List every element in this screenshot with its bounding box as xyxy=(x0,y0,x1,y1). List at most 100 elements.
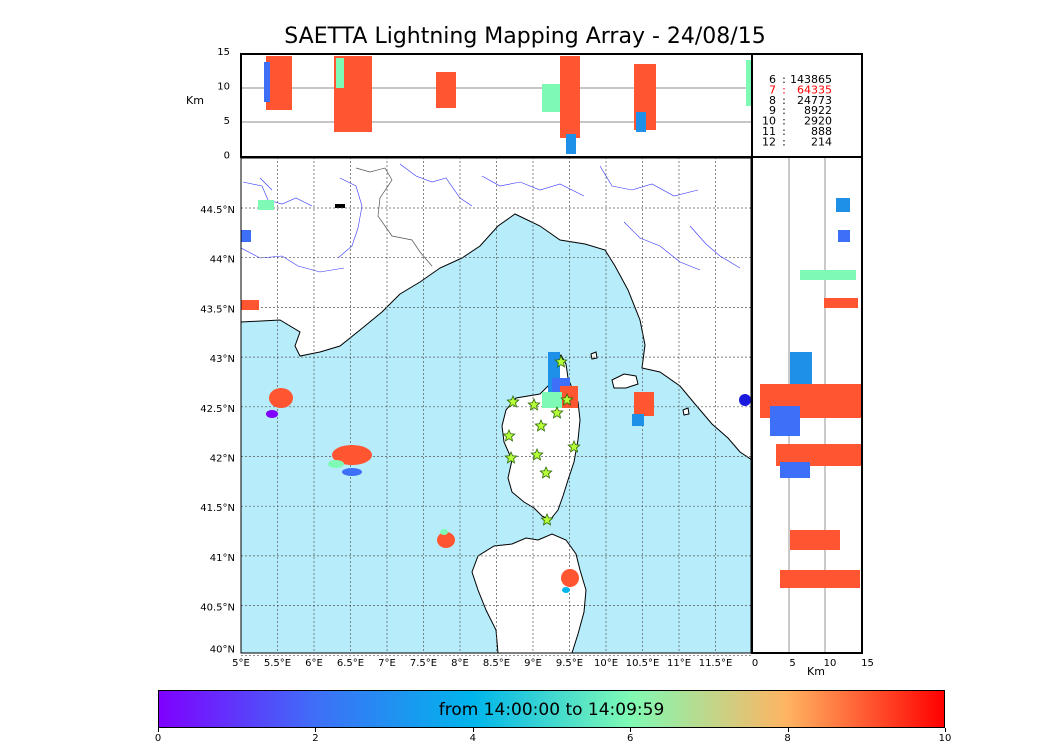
altitude-clusters xyxy=(264,56,752,154)
time-colorbar xyxy=(158,690,945,728)
altitude-tick-label: 15 xyxy=(217,47,230,58)
station-number: 6 xyxy=(769,73,776,86)
altitude-tick-label: 10 xyxy=(217,82,230,93)
colorbar-tick-label: 10 xyxy=(938,733,952,744)
chart-title: SAETTA Lightning Mapping Array - 24/08/1… xyxy=(284,24,766,49)
source-count: 64335 xyxy=(797,83,832,96)
side-tick-label: 10 xyxy=(824,658,837,669)
legend-separator: : xyxy=(782,115,786,128)
side-tick-label: 0 xyxy=(752,658,758,669)
lat-tick-label: 41°N xyxy=(210,553,235,564)
lon-tick-label: 8.5°E xyxy=(483,658,510,669)
source-count: 2920 xyxy=(804,115,832,128)
side-axis-label: Km xyxy=(807,665,825,678)
station-star-icon xyxy=(504,450,518,464)
altitude-latitude-panel xyxy=(751,156,863,654)
colorbar-tick-label: 0 xyxy=(154,733,162,744)
elba-island xyxy=(611,373,639,389)
cluster-elba-east xyxy=(632,392,654,426)
source-count: 143865 xyxy=(790,73,832,86)
lat-tick-label: 44.5°N xyxy=(200,205,235,216)
station-number: 11 xyxy=(762,125,776,138)
sardinia-island xyxy=(471,533,587,653)
colorbar-tick-mark xyxy=(315,728,317,732)
colorbar-tick-mark xyxy=(945,728,946,732)
source-count: 24773 xyxy=(797,94,832,107)
station-star-icon xyxy=(567,439,581,453)
lon-tick-label: 6°E xyxy=(305,658,323,669)
lon-tick-label: 7.5°E xyxy=(410,658,437,669)
lat-tick-label: 43°N xyxy=(210,354,235,365)
lat-tick-label: 41.5°N xyxy=(200,503,235,514)
station-star-icon xyxy=(506,394,520,408)
lon-tick-label: 11°E xyxy=(667,658,691,669)
legend-separator: : xyxy=(782,125,786,138)
altitude-tick-label: 5 xyxy=(224,116,230,127)
map-panel xyxy=(240,54,862,656)
cluster-west xyxy=(266,388,293,418)
altitude-tick-label: 0 xyxy=(224,151,230,162)
station-number: 12 xyxy=(762,135,776,148)
side-tick-label: 15 xyxy=(861,658,874,669)
cluster-south-west xyxy=(437,529,455,548)
side-tick-label: 5 xyxy=(789,658,795,669)
cluster-far-west xyxy=(241,200,274,310)
source-count: 888 xyxy=(811,125,832,138)
lake-mark xyxy=(335,204,345,208)
lma-stations xyxy=(502,354,581,526)
lat-tick-label: 40.5°N xyxy=(200,603,235,614)
station-star-icon xyxy=(527,397,541,411)
station-star-icon xyxy=(554,354,568,368)
altitude-longitude-panel xyxy=(240,53,753,158)
colorbar-tick-mark xyxy=(472,728,474,732)
altitude-axis-label: Km xyxy=(186,94,204,107)
lat-tick-label: 44°N xyxy=(210,255,235,266)
cluster-central-west xyxy=(328,445,372,476)
cluster-sardinia-east xyxy=(561,569,579,593)
colorbar-tick-label: 4 xyxy=(469,733,476,744)
lightning-clusters xyxy=(241,200,751,593)
giglio-island xyxy=(682,407,690,416)
lat-tick-label: 40°N xyxy=(210,644,235,655)
legend-separator: : xyxy=(782,73,786,86)
legend-separator: : xyxy=(782,83,786,96)
station-star-icon xyxy=(539,465,553,479)
station-number: 7 xyxy=(769,83,776,96)
lat-tick-label: 42°N xyxy=(210,454,235,465)
lon-tick-label: 8°E xyxy=(451,658,469,669)
station-star-icon xyxy=(534,418,548,432)
lat-tick-label: 42.5°N xyxy=(200,404,235,415)
station-star-icon xyxy=(502,428,516,442)
country-border xyxy=(355,167,433,267)
legend-separator: : xyxy=(782,94,786,107)
colorbar-tick-label: 2 xyxy=(312,733,319,744)
station-number: 8 xyxy=(769,94,776,107)
legend-separator: : xyxy=(782,135,786,148)
lon-tick-label: 7°E xyxy=(378,658,396,669)
lon-tick-label: 10.5°E xyxy=(626,658,660,669)
side-altitude-clusters xyxy=(760,198,862,588)
colorbar-tick-label: 8 xyxy=(784,733,791,744)
lon-tick-label: 5°E xyxy=(232,658,250,669)
station-star-icon xyxy=(530,447,544,461)
source-count: 214 xyxy=(811,135,832,148)
colorbar-tick-mark xyxy=(158,728,159,732)
lat-tick-label: 43.5°N xyxy=(200,304,235,315)
station-star-icon xyxy=(540,512,554,526)
colorbar-label: from 14:00:00 to 14:09:59 xyxy=(438,700,665,720)
lon-tick-label: 11.5°E xyxy=(699,658,733,669)
colorbar-tick-mark xyxy=(787,728,789,732)
station-star-icon xyxy=(550,405,564,419)
colorbar-tick-mark xyxy=(630,728,632,732)
station-count-panel: 6:1438657:643358:247739:892210:292011:88… xyxy=(751,53,863,158)
source-count: 8922 xyxy=(804,104,832,117)
station-star-icon xyxy=(560,392,574,406)
colorbar-tick-label: 6 xyxy=(627,733,634,744)
lon-tick-label: 6.5°E xyxy=(337,658,364,669)
station-number: 9 xyxy=(769,104,776,117)
legend-separator: : xyxy=(782,104,786,117)
lon-tick-label: 9°E xyxy=(524,658,542,669)
lon-tick-label: 9.5°E xyxy=(556,658,583,669)
lon-tick-label: 5.5°E xyxy=(264,658,291,669)
